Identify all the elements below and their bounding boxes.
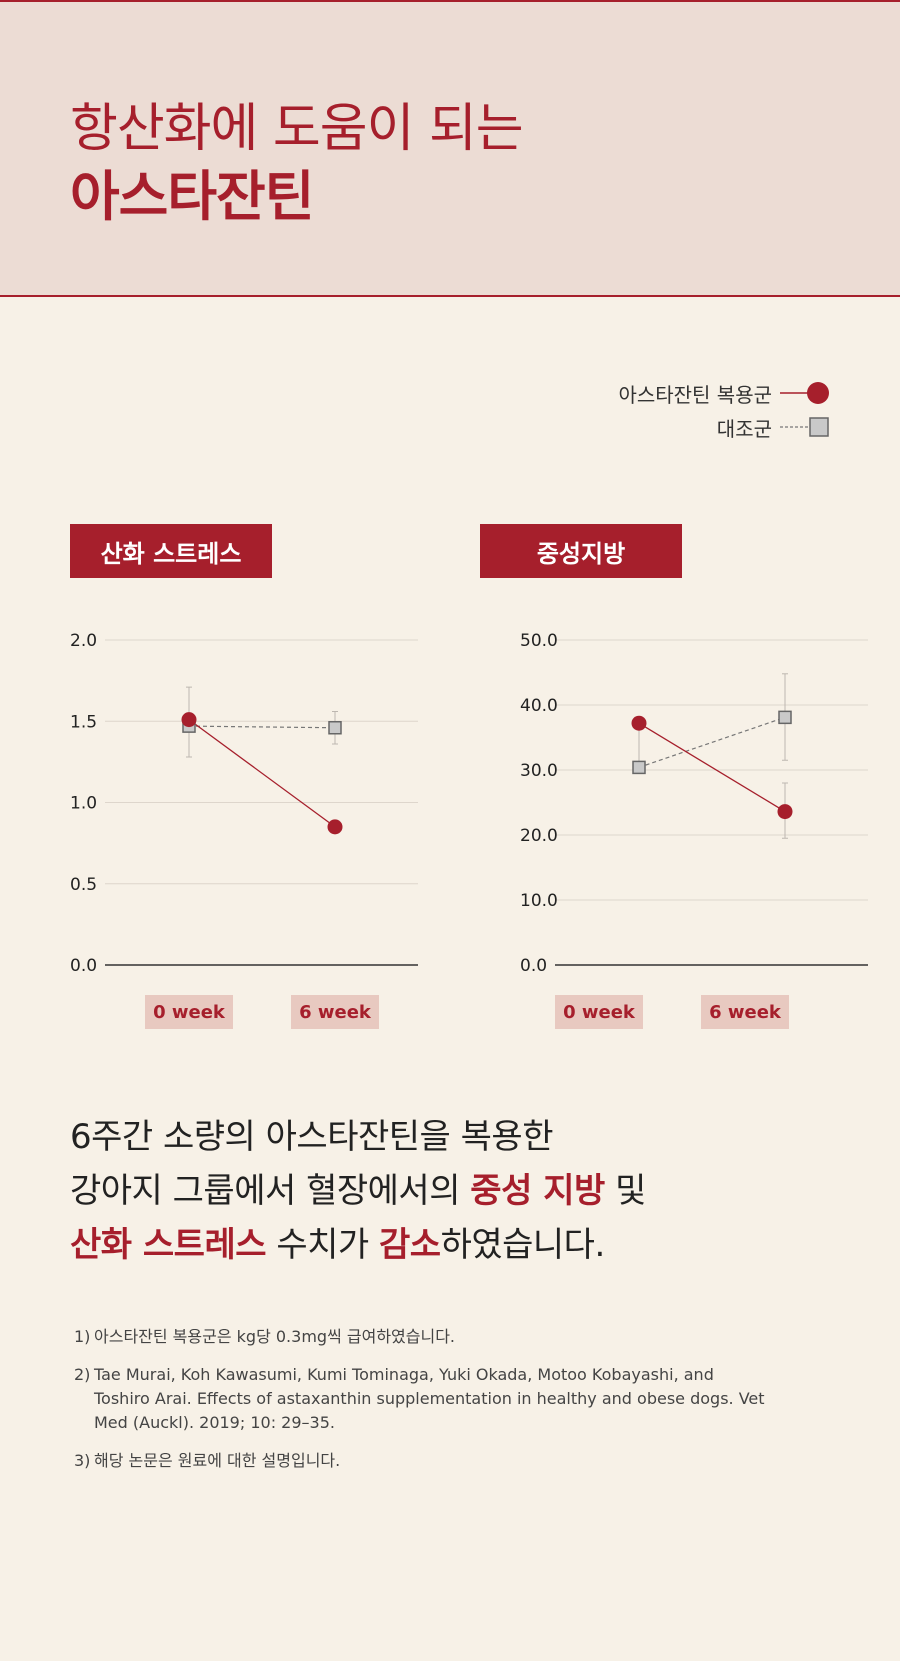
y-tick-label: 20.0 <box>520 826 558 846</box>
summary-line-2: 강아지 그룹에서 혈장에서의 중성 지방 및 <box>70 1171 646 1211</box>
legend-label-treatment: 아스타잔틴 복용군 <box>618 382 772 407</box>
y-tick-label: 0.0 <box>70 956 97 976</box>
footnote: 2) Tae Murai, Koh Kawasumi, Kumi Tominag… <box>74 1365 765 1432</box>
summary-text: 6주간 소량의 아스타잔틴을 복용한 강아지 그룹에서 혈장에서의 중성 지방 … <box>70 1110 850 1272</box>
chart-triglyceride: 0.0 10.0 20.0 30.0 40.0 50.0 <box>520 631 868 976</box>
square-marker-icon <box>780 417 829 437</box>
data-point-treatment <box>777 804 793 820</box>
series-line-treatment <box>188 719 336 828</box>
highlight-triglyceride: 중성 지방 <box>470 1171 605 1211</box>
data-point-treatment <box>181 712 197 728</box>
series-line-control <box>638 716 786 768</box>
summary-line-3: 산화 스트레스 수치가 감소하였습니다. <box>70 1225 605 1265</box>
circle-marker-icon <box>780 382 829 404</box>
footnote: 3) 해당 논문은 원료에 대한 설명입니다. <box>74 1451 341 1470</box>
chart-legend: 아스타잔틴 복용군 대조군 <box>430 376 830 444</box>
footnote: 1) 아스타잔틴 복용군은 kg당 0.3mg씩 급여하였습니다. <box>74 1327 455 1346</box>
legend-item-control: 대조군 <box>430 410 830 444</box>
chart-title-oxidative-stress: 산화 스트레스 <box>70 524 272 578</box>
y-tick-label: 1.5 <box>70 712 97 732</box>
x-label-0-week: 0 week <box>555 995 643 1029</box>
y-tick-label: 30.0 <box>520 761 558 781</box>
chart-title-triglyceride: 중성지방 <box>480 524 682 578</box>
y-tick-label: 0.0 <box>520 956 547 976</box>
y-tick-label: 2.0 <box>70 631 97 651</box>
chart-oxidative-stress: 0.0 0.5 1.0 1.5 2.0 <box>70 631 418 976</box>
hero-title: 아스타잔틴 <box>70 165 314 228</box>
y-tick-label: 0.5 <box>70 875 97 895</box>
summary-line-1: 6주간 소량의 아스타잔틴을 복용한 <box>70 1117 553 1157</box>
y-tick-label: 1.0 <box>70 794 97 814</box>
data-point-treatment <box>631 715 647 731</box>
legend-label-control: 대조군 <box>716 416 772 441</box>
hero-subtitle: 항산화에 도움이 되는 <box>70 99 524 159</box>
data-point-control <box>328 721 342 735</box>
y-tick-label: 40.0 <box>520 696 558 716</box>
y-tick-label: 50.0 <box>520 631 558 651</box>
data-point-treatment <box>327 819 343 835</box>
highlight-decrease: 감소 <box>379 1225 441 1265</box>
legend-item-treatment: 아스타잔틴 복용군 <box>430 376 830 410</box>
hero-banner: 항산화에 도움이 되는 아스타잔틴 <box>0 0 900 297</box>
series-line-control <box>188 725 336 729</box>
x-label-0-week: 0 week <box>145 995 233 1029</box>
x-label-6-week: 6 week <box>701 995 789 1029</box>
data-point-control <box>778 710 792 725</box>
x-label-6-week: 6 week <box>291 995 379 1029</box>
y-tick-label: 10.0 <box>520 891 558 911</box>
highlight-oxidative-stress: 산화 스트레스 <box>70 1225 267 1265</box>
series-line-treatment <box>638 722 786 813</box>
footnotes: 1) 아스타잔틴 복용군은 kg당 0.3mg씩 급여하였습니다. 2) Tae… <box>74 1325 774 1487</box>
data-point-control <box>632 760 646 775</box>
